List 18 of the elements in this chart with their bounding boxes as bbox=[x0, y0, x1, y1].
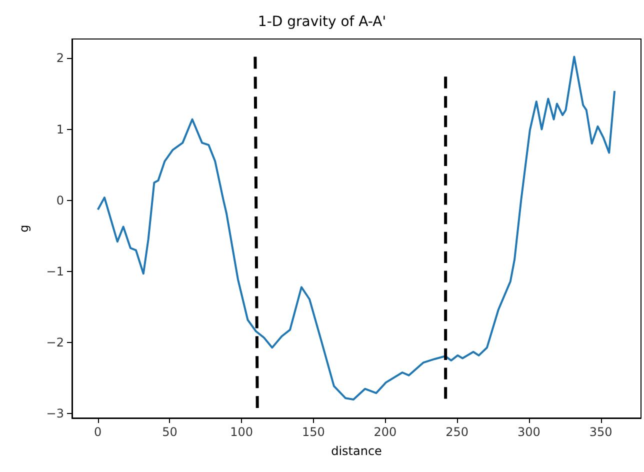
x-tick-label: 50 bbox=[162, 425, 178, 439]
line-series bbox=[96, 56, 616, 401]
x-axis-title: distance bbox=[331, 444, 382, 458]
y-tick-label: 0 bbox=[56, 193, 64, 208]
x-tick-label: 200 bbox=[374, 425, 397, 439]
y-tick-label: −3 bbox=[46, 406, 64, 421]
x-tick-label: 350 bbox=[589, 425, 612, 439]
x-tick-label: 150 bbox=[302, 425, 325, 439]
y-tick-label: 1 bbox=[56, 122, 64, 136]
y-tick-label: −2 bbox=[46, 336, 64, 350]
x-tick-label: 100 bbox=[230, 425, 254, 439]
y-axis-title: g bbox=[17, 224, 31, 232]
y-tick-label: −1 bbox=[46, 264, 64, 279]
chart-title: 1-D gravity of A-A' bbox=[258, 14, 386, 30]
y-tick-label: 2 bbox=[56, 51, 64, 66]
x-tick-label: 250 bbox=[446, 425, 469, 439]
x-tick-label: 0 bbox=[94, 425, 102, 439]
x-tick-label: 300 bbox=[517, 425, 540, 439]
